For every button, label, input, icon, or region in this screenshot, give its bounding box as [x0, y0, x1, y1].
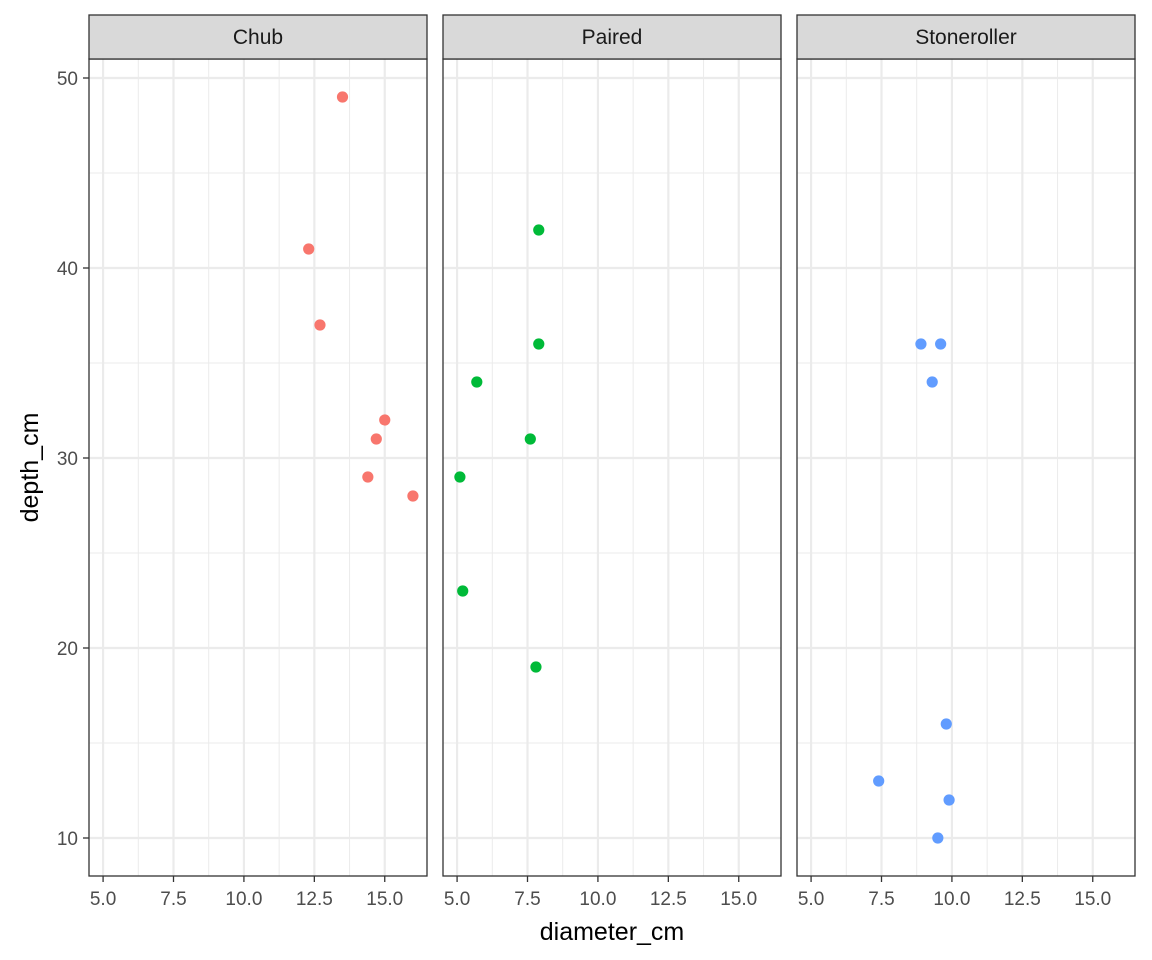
y-tick-label: 30 — [57, 449, 78, 470]
data-point — [407, 490, 419, 502]
x-tick-label: 12.5 — [1004, 889, 1041, 910]
y-tick-label: 10 — [57, 829, 78, 850]
x-tick-label: 7.5 — [160, 889, 186, 910]
data-point — [940, 718, 952, 730]
data-point — [303, 243, 315, 255]
x-tick-label: 10.0 — [933, 889, 970, 910]
data-point — [454, 471, 466, 483]
data-point — [379, 414, 391, 426]
data-point — [457, 585, 469, 597]
y-tick-label: 20 — [57, 639, 78, 660]
facet-panel-stoneroller: Stoneroller 5.0 7.5 10.0 12.5 15.0 — [796, 14, 1136, 910]
data-point — [935, 338, 947, 350]
y-axis-title: depth_cm — [16, 413, 44, 523]
y-tick-label: 50 — [57, 69, 78, 90]
data-point — [471, 376, 483, 388]
data-point — [943, 794, 955, 806]
facet-panel-chub: Chub 5.0 7.5 10.0 12.5 15.0 — [88, 14, 428, 910]
facet-strip — [88, 14, 428, 60]
facet-strip — [442, 14, 782, 60]
x-tick-label: 5.0 — [90, 889, 116, 910]
data-point — [336, 91, 349, 103]
x-tick-label: 12.5 — [296, 889, 333, 910]
x-tick-label: 10.0 — [579, 889, 616, 910]
x-tick-label: 15.0 — [1074, 889, 1111, 910]
facet-panel-paired: Paired 5.0 7.5 10.0 12.5 15.0 — [442, 14, 782, 910]
x-axis-title: diameter_cm — [540, 918, 685, 946]
x-tick-label: 7.5 — [868, 889, 894, 910]
data-point — [530, 661, 542, 673]
x-tick-label: 7.5 — [514, 889, 540, 910]
facet-strip-label: Stoneroller — [915, 26, 1017, 49]
panel-background — [89, 59, 427, 876]
y-tick-label: 40 — [57, 259, 78, 280]
data-point — [524, 433, 536, 445]
data-point — [314, 319, 326, 331]
x-tick-label: 10.0 — [225, 889, 262, 910]
x-tick-label: 5.0 — [444, 889, 470, 910]
panel-background — [797, 59, 1135, 876]
data-point — [873, 775, 885, 787]
data-point — [932, 832, 944, 844]
panel-background — [443, 59, 781, 876]
facet-strip-label: Chub — [233, 26, 283, 49]
data-point — [362, 471, 374, 483]
data-point — [926, 376, 938, 388]
x-tick-label: 5.0 — [798, 889, 824, 910]
data-point — [533, 338, 545, 350]
x-tick-label: 12.5 — [650, 889, 687, 910]
x-tick-label: 15.0 — [366, 889, 403, 910]
data-point — [533, 224, 545, 236]
facet-strip — [796, 14, 1136, 60]
x-tick-label: 15.0 — [720, 889, 757, 910]
data-point — [915, 338, 927, 350]
facet-strip-label: Paired — [582, 26, 643, 49]
data-point — [370, 433, 382, 445]
